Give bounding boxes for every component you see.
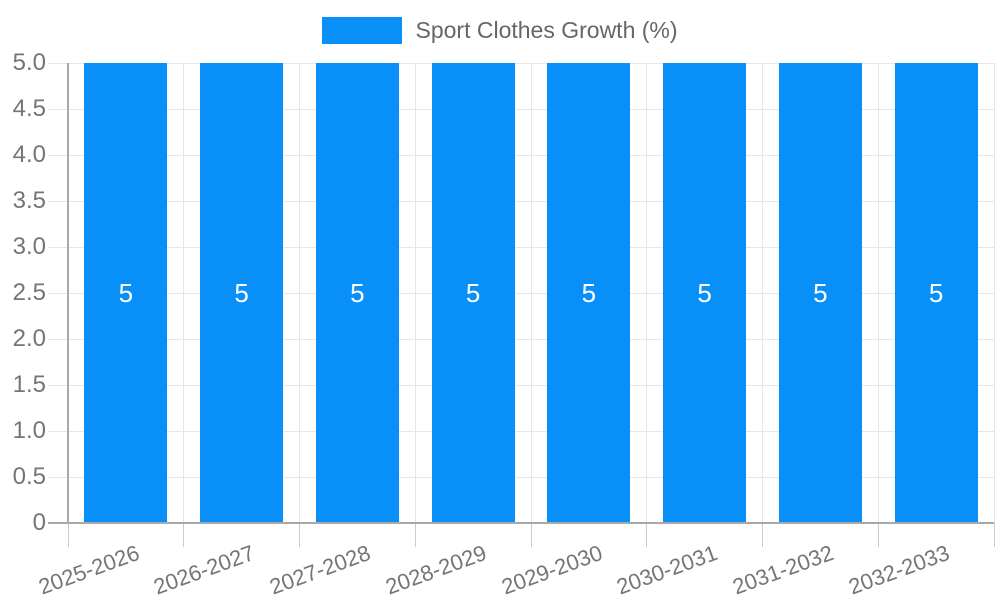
gridline-vertical — [414, 63, 416, 523]
x-axis-tick — [762, 523, 763, 547]
gridline-horizontal — [48, 62, 994, 64]
gridline-vertical — [762, 63, 763, 523]
x-axis-label: 2025-2026 — [35, 540, 143, 600]
x-axis-tick — [183, 523, 185, 547]
y-axis-tick-label: 2.5 — [12, 279, 46, 306]
x-axis-label: 2027-2028 — [266, 540, 374, 600]
bar-value-label: 5 — [118, 277, 134, 308]
y-axis-tick-label: 3.0 — [12, 233, 46, 260]
x-axis-label: 2031-2032 — [729, 540, 837, 600]
legend-swatch[interactable] — [322, 17, 403, 44]
gridline-vertical — [299, 63, 300, 523]
bar[interactable]: 5 — [84, 63, 168, 523]
x-axis-tick — [877, 523, 879, 547]
gridline-vertical — [183, 63, 185, 523]
y-axis-tick-label: 4.0 — [12, 141, 46, 168]
gridline-horizontal — [48, 338, 994, 340]
bar-value-label: 5 — [234, 277, 249, 308]
bar[interactable]: 5 — [431, 63, 515, 523]
x-axis-tick — [299, 523, 300, 547]
x-axis-label: 2030-2031 — [613, 540, 722, 600]
bar[interactable]: 5 — [894, 63, 978, 523]
y-axis-tick-label: 4.5 — [12, 95, 46, 122]
gridline-horizontal — [48, 292, 994, 294]
y-axis-tick-label: 1.0 — [12, 417, 46, 444]
x-axis-tick — [67, 523, 69, 547]
chart-legend[interactable]: Sport Clothes Growth (%) — [0, 17, 1000, 44]
gridline-vertical — [993, 63, 995, 523]
gridline-vertical — [530, 63, 532, 523]
gridline-horizontal — [48, 430, 994, 432]
gridline-horizontal — [48, 108, 994, 110]
x-axis-tick — [414, 523, 416, 547]
y-axis-tick-label: 0.5 — [12, 463, 46, 490]
y-axis-tick-label: 0 — [32, 509, 46, 536]
bar-value-label: 5 — [697, 277, 712, 308]
bar[interactable]: 5 — [200, 63, 284, 523]
gridline-horizontal — [48, 154, 994, 156]
gridline-horizontal — [48, 246, 994, 248]
x-axis-label: 2029-2030 — [498, 540, 606, 600]
x-axis-line — [48, 522, 994, 524]
bar-value-label: 5 — [928, 277, 944, 308]
bar[interactable]: 5 — [778, 63, 862, 523]
x-axis-tick — [530, 523, 532, 547]
gridline-vertical — [877, 63, 879, 523]
bar-value-label: 5 — [350, 277, 365, 308]
y-axis-line — [67, 63, 69, 523]
y-axis-tick-label: 2.0 — [12, 325, 46, 352]
bar[interactable]: 5 — [315, 63, 399, 523]
gridline-horizontal — [48, 200, 994, 202]
bar-value-label: 5 — [581, 277, 597, 308]
y-axis-tick-label: 5.0 — [12, 49, 46, 76]
y-axis-tick-label: 1.5 — [12, 371, 46, 398]
bar[interactable]: 5 — [663, 63, 747, 523]
gridline-horizontal — [48, 476, 994, 478]
x-axis-label: 2032-2033 — [845, 540, 953, 600]
x-axis-label: 2028-2029 — [382, 540, 490, 600]
x-axis-tick — [993, 523, 995, 547]
y-axis-tick-label: 3.5 — [12, 187, 46, 214]
gridline-vertical — [646, 63, 648, 523]
legend-label: Sport Clothes Growth (%) — [415, 17, 678, 43]
bar[interactable]: 5 — [547, 63, 631, 523]
gridline-horizontal — [48, 384, 994, 386]
x-axis-label: 2026-2027 — [150, 540, 259, 600]
bar-value-label: 5 — [465, 277, 481, 308]
x-axis-tick — [646, 523, 648, 547]
bar-value-label: 5 — [813, 277, 828, 308]
